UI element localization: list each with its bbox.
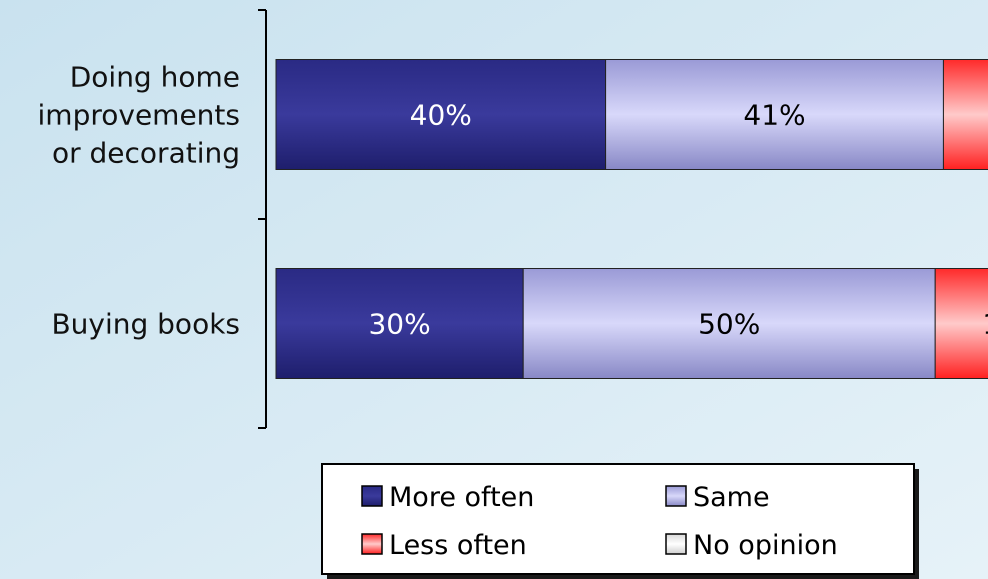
category-axis	[258, 9, 267, 429]
legend-box	[321, 463, 915, 575]
data-label-more-often: 40%	[410, 99, 472, 132]
data-label-same: 50%	[698, 308, 760, 341]
legend-label-less-often: Less often	[389, 530, 527, 561]
bar-segment-more-often	[275, 59, 607, 170]
legend-swatch-less-often	[361, 533, 383, 555]
data-label-same: 41%	[743, 99, 805, 132]
legend-label-no-opinion: No opinion	[693, 530, 838, 561]
bar-segment-less-often	[942, 59, 988, 170]
legend-swatch-no-opinion	[665, 533, 687, 555]
category-label: Buying books	[51, 308, 240, 341]
category-label: improvements	[38, 99, 240, 132]
data-label-less-often: 18%	[986, 99, 988, 132]
legend: More often Same Less often No opinion	[321, 463, 919, 579]
bar-segment-same	[605, 59, 944, 170]
legend-swatch-same	[665, 485, 687, 507]
data-label-less-often: 19%	[982, 308, 988, 341]
legend-label-more-often: More often	[389, 482, 534, 513]
legend-label-same: Same	[693, 482, 770, 513]
data-label-more-often: 30%	[368, 308, 430, 341]
data-labels: 40% 41% 18% 30% 50% 19%	[368, 99, 988, 341]
bar-segment-more-often	[275, 268, 524, 379]
legend-swatch-more-often	[361, 485, 383, 507]
category-label: Doing home	[70, 61, 240, 94]
category-label: or decorating	[52, 137, 240, 170]
bar-segment-less-often	[934, 268, 988, 379]
category-labels: Doing home improvements or decorating Buyin…	[38, 61, 240, 341]
bars	[275, 59, 988, 379]
